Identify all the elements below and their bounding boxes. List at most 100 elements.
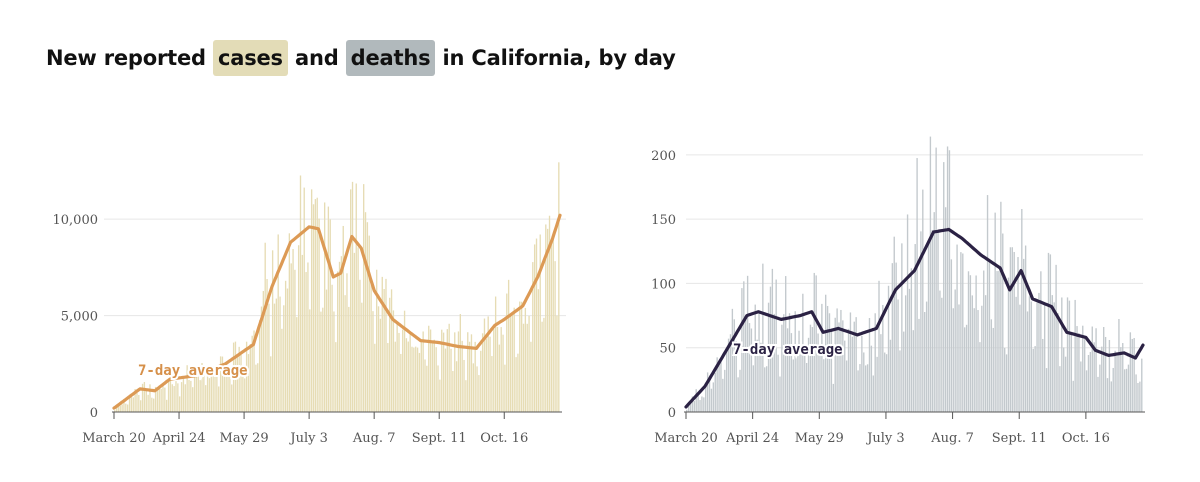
daily-bar: [192, 387, 194, 412]
daily-bar: [765, 366, 768, 412]
daily-bar: [294, 269, 296, 412]
daily-bar: [943, 162, 945, 412]
daily-bar: [485, 338, 488, 412]
daily-bar: [405, 338, 408, 412]
daily-bar: [314, 199, 317, 412]
y-tick-label: 0: [668, 406, 676, 421]
daily-bar: [502, 334, 504, 412]
daily-bar: [437, 365, 439, 412]
daily-bar: [994, 212, 996, 412]
daily-bar: [1099, 364, 1101, 412]
daily-bar: [558, 162, 560, 412]
daily-bar: [524, 307, 527, 412]
y-tick-label: 200: [651, 149, 676, 164]
headline: New reported cases and deaths in Califor…: [46, 40, 676, 76]
daily-bar: [249, 344, 251, 412]
daily-bar: [1070, 333, 1073, 412]
daily-bar: [134, 388, 136, 412]
daily-bar: [714, 372, 716, 412]
daily-bar: [912, 330, 914, 412]
daily-bar: [154, 386, 157, 412]
daily-bar: [773, 313, 775, 412]
daily-bar: [377, 306, 380, 412]
daily-bar: [920, 231, 922, 412]
daily-bar: [807, 337, 810, 412]
daily-bar: [1061, 297, 1063, 412]
daily-bar: [359, 279, 361, 412]
x-tick-label: Aug. 7: [352, 431, 396, 446]
daily-bar: [251, 335, 253, 412]
seven-day-average-line: [112, 213, 562, 410]
daily-bar: [1091, 326, 1093, 412]
daily-bar: [132, 397, 134, 412]
daily-bar: [219, 356, 222, 412]
daily-bar: [193, 372, 196, 412]
daily-bar: [303, 187, 305, 412]
daily-bar: [786, 328, 789, 412]
daily-bar: [162, 384, 164, 412]
daily-bar: [710, 388, 713, 412]
daily-bar: [864, 365, 867, 412]
daily-bar: [125, 403, 127, 412]
daily-bar: [925, 301, 928, 412]
daily-bar: [470, 334, 473, 412]
daily-bar: [952, 308, 954, 412]
daily-bar: [483, 318, 486, 412]
daily-bar: [998, 270, 1000, 412]
daily-bar: [1024, 245, 1027, 412]
daily-bar: [954, 289, 956, 412]
daily-bar: [1057, 313, 1059, 412]
daily-bar: [885, 354, 888, 412]
daily-bar: [461, 340, 463, 412]
daily-bar: [1095, 328, 1097, 412]
daily-bar: [1112, 367, 1114, 412]
daily-bar: [783, 314, 785, 412]
daily-bar: [1083, 337, 1086, 412]
daily-bar: [1026, 311, 1029, 412]
daily-bar: [1129, 332, 1132, 412]
daily-bar: [218, 386, 220, 412]
daily-bar: [175, 381, 177, 412]
daily-bar: [916, 158, 918, 412]
daily-bar: [290, 263, 292, 412]
daily-bar: [891, 263, 894, 412]
daily-bar: [756, 339, 758, 412]
daily-bar: [796, 349, 798, 412]
daily-bar: [385, 278, 387, 412]
daily-bar: [468, 341, 471, 412]
daily-bar: [857, 370, 859, 412]
daily-bar: [465, 380, 467, 412]
daily-bar: [182, 378, 185, 412]
y-tick-label: 100: [651, 277, 676, 292]
daily-bar: [227, 372, 229, 412]
daily-bar: [489, 336, 491, 412]
daily-bar: [813, 272, 815, 412]
daily-bar: [859, 364, 861, 412]
daily-bar: [832, 383, 834, 412]
daily-bar: [910, 268, 913, 412]
daily-bar: [872, 375, 874, 412]
daily-bar: [442, 332, 445, 412]
daily-bar: [180, 382, 183, 412]
daily-bar: [825, 294, 827, 412]
daily-bar: [762, 263, 764, 412]
daily-bar: [130, 393, 133, 412]
daily-bar: [448, 323, 450, 412]
daily-bar: [411, 346, 413, 412]
daily-bar: [840, 309, 842, 412]
daily-bar: [1089, 351, 1092, 412]
daily-bar: [828, 313, 831, 412]
daily-bar: [526, 323, 528, 412]
daily-bar: [541, 321, 543, 412]
daily-bar: [1003, 347, 1006, 412]
daily-bar: [950, 259, 953, 412]
daily-bar: [357, 247, 359, 412]
daily-bar: [511, 314, 514, 412]
daily-bar: [729, 334, 732, 412]
daily-bar: [927, 240, 930, 412]
daily-bar: [494, 296, 497, 412]
daily-bar: [342, 225, 344, 412]
daily-bar: [836, 308, 838, 412]
daily-bar: [517, 353, 519, 412]
daily-bar: [500, 327, 502, 412]
